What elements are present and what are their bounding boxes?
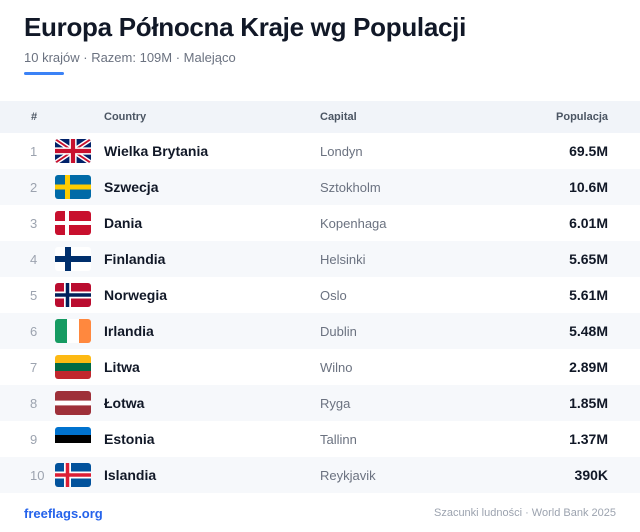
column-header-capital: Capital: [320, 111, 357, 123]
column-header-population: Populacja: [556, 111, 608, 123]
denmark-flag-icon: [55, 211, 91, 235]
column-header-country: Country: [104, 111, 147, 123]
column-header-number: #: [31, 111, 38, 123]
row-number: 5: [30, 287, 38, 303]
row-number: 10: [30, 467, 45, 483]
latvia-flag-icon: [55, 391, 91, 415]
country-name: Irlandia: [104, 323, 154, 339]
population-table: # Country Capital Populacja 1 Wielka Bry…: [0, 101, 640, 493]
footer-source-link[interactable]: freeflags.org: [24, 506, 103, 521]
table-row: 7 Litwa Wilno 2.89M: [0, 349, 640, 385]
capital-name: Dublin: [320, 323, 357, 339]
country-name: Finlandia: [104, 251, 166, 267]
capital-name: Sztokholm: [320, 179, 381, 195]
table-header: # Country Capital Populacja: [0, 101, 640, 133]
population-value: 6.01M: [569, 215, 608, 231]
country-name: Wielka Brytania: [104, 143, 209, 159]
country-name: Norwegia: [104, 287, 168, 303]
capital-name: Wilno: [320, 359, 353, 375]
capital-name: Londyn: [320, 143, 363, 159]
capital-name: Oslo: [320, 287, 347, 303]
country-name: Łotwa: [104, 395, 145, 411]
population-value: 390K: [574, 467, 608, 483]
capital-name: Ryga: [320, 395, 351, 411]
population-value: 1.37M: [569, 431, 608, 447]
row-number: 6: [30, 323, 38, 339]
ireland-flag-icon: [55, 319, 91, 343]
row-number: 2: [30, 179, 38, 195]
lithuania-flag-icon: [55, 355, 91, 379]
population-value: 1.85M: [569, 395, 608, 411]
table-row: 5 Norwegia Oslo 5.61M: [0, 277, 640, 313]
population-value: 2.89M: [569, 359, 608, 375]
sweden-flag-icon: [55, 175, 91, 199]
footer-note: Szacunki ludności · World Bank 2025: [433, 507, 616, 519]
norway-flag-icon: [55, 283, 91, 307]
table-row: 2 Szwecja Sztokholm 10.6M: [0, 169, 640, 205]
table-row: 9 Estonia Tallinn 1.37M: [0, 421, 640, 457]
population-value: 69.5M: [569, 143, 608, 159]
population-value: 5.48M: [569, 323, 608, 339]
row-number: 7: [30, 359, 38, 375]
capital-name: Reykjavik: [320, 467, 376, 483]
page-title: Europa Północna Kraje wg Populacji: [24, 12, 466, 42]
iceland-flag-icon: [55, 463, 91, 487]
row-number: 4: [30, 251, 38, 267]
table-row: 3 Dania Kopenhaga 6.01M: [0, 205, 640, 241]
capital-name: Helsinki: [320, 251, 366, 267]
row-number: 3: [30, 215, 38, 231]
table-row: 1 Wielka Brytania Londyn 69.5M: [0, 133, 640, 169]
estonia-flag-icon: [55, 427, 91, 451]
country-name: Litwa: [104, 359, 140, 375]
finland-flag-icon: [55, 247, 91, 271]
row-number: 8: [30, 395, 38, 411]
country-name: Szwecja: [104, 179, 159, 195]
country-name: Dania: [104, 215, 143, 231]
table-row: 4 Finlandia Helsinki 5.65M: [0, 241, 640, 277]
population-value: 5.61M: [569, 287, 608, 303]
table-row: 6 Irlandia Dublin 5.48M: [0, 313, 640, 349]
capital-name: Tallinn: [320, 431, 357, 447]
country-name: Islandia: [104, 467, 157, 483]
uk-flag-icon: [55, 139, 91, 163]
table-row: 8 Łotwa Ryga 1.85M: [0, 385, 640, 421]
table-row: 10 Islandia Reykjavik 390K: [0, 457, 640, 493]
capital-name: Kopenhaga: [320, 215, 387, 231]
population-value: 5.65M: [569, 251, 608, 267]
row-number: 1: [30, 143, 38, 159]
population-value: 10.6M: [569, 179, 608, 195]
accent-bar: [24, 72, 64, 75]
page-subtitle: 10 krajów · Razem: 109M · Malejąco: [24, 50, 236, 65]
row-number: 9: [30, 431, 38, 447]
country-name: Estonia: [104, 431, 155, 447]
